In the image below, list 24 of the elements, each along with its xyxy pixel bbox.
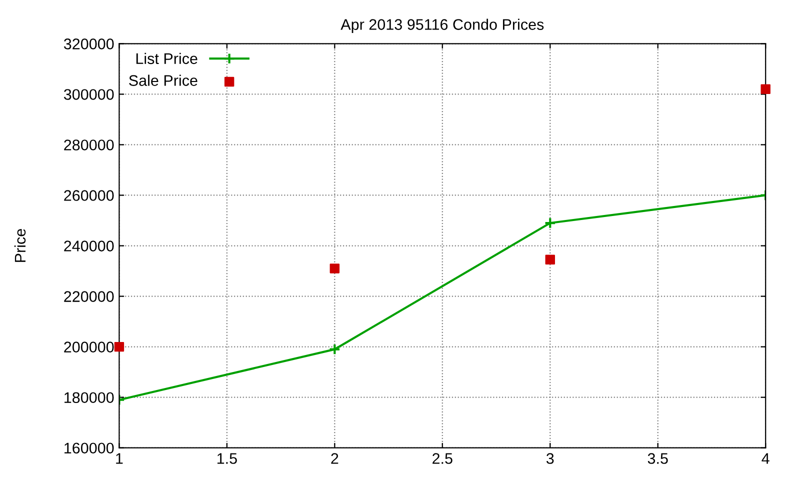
x-tick-label: 4 — [762, 453, 770, 464]
y-tick-label: 260000 — [64, 190, 114, 201]
legend-label: Sale Price — [129, 74, 198, 86]
point — [330, 264, 340, 274]
chart-title: Apr 2013 95116 Condo Prices — [340, 18, 544, 33]
x-tick-label: 2 — [331, 453, 338, 464]
x-tick-label: 3.5 — [648, 453, 668, 464]
point — [760, 84, 770, 94]
x-tick-label: 2.5 — [432, 453, 452, 464]
y-tick-label: 320000 — [64, 38, 114, 50]
point — [114, 342, 124, 352]
y-tick-label: 240000 — [64, 240, 114, 252]
y-axis-title: Price — [14, 229, 26, 262]
x-tick-label: 1 — [116, 453, 123, 464]
y-tick-label: 220000 — [64, 291, 114, 302]
x-tick-label: 1.5 — [217, 453, 237, 464]
x-tick-label: 3 — [546, 453, 554, 464]
y-tick-label: 200000 — [64, 342, 114, 352]
y-tick-label: 300000 — [64, 89, 114, 100]
y-tick-label: 180000 — [64, 392, 114, 404]
point — [545, 254, 555, 265]
legend-label: List Price — [136, 52, 198, 64]
y-tick-label: 160000 — [64, 442, 114, 454]
y-tick-label: 280000 — [64, 140, 114, 150]
